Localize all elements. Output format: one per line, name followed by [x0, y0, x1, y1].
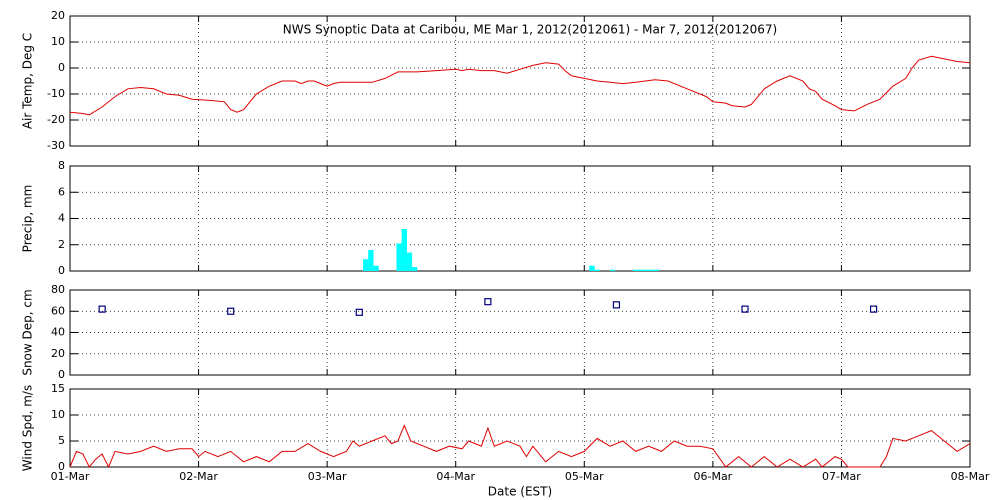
bar	[643, 269, 649, 271]
x-tick-label: 04-Mar	[436, 470, 475, 483]
panel-frame	[69, 15, 971, 147]
y-axis-label: Wind Spd, m/s	[21, 385, 35, 471]
marker	[355, 308, 363, 316]
y-tick-label: 60	[51, 304, 65, 317]
bar	[653, 269, 659, 271]
chart-title: NWS Synoptic Data at Caribou, ME Mar 1, …	[283, 23, 777, 37]
y-tick-label: 40	[51, 326, 65, 339]
y-axis-label: Snow Dep, cm	[21, 289, 35, 375]
y-tick-label: 10	[51, 408, 65, 421]
x-axis-label: Date (EST)	[488, 485, 552, 499]
y-tick-label: 0	[58, 460, 65, 473]
y-tick-label: 6	[58, 185, 65, 198]
x-tick-label: 01-Mar	[51, 470, 90, 483]
y-tick-label: -10	[47, 87, 65, 100]
panel-frame	[69, 289, 971, 376]
bar	[594, 269, 600, 271]
panel-frame	[69, 388, 971, 468]
bar	[396, 243, 402, 271]
y-tick-label: 20	[51, 9, 65, 22]
y-tick-label: 0	[58, 61, 65, 74]
data-line	[69, 55, 971, 116]
y-tick-label: 80	[51, 283, 65, 296]
bar	[373, 265, 379, 271]
bar	[609, 269, 616, 271]
panel-frame	[69, 165, 971, 272]
y-tick-label: -20	[47, 113, 65, 126]
y-tick-label: -30	[47, 139, 65, 152]
x-tick-label: 07-Mar	[822, 470, 861, 483]
bar	[411, 267, 418, 271]
y-tick-label: 0	[58, 368, 65, 381]
x-tick-label: 05-Mar	[565, 470, 604, 483]
y-tick-label: 20	[51, 347, 65, 360]
bar	[633, 269, 639, 271]
x-tick-label: 06-Mar	[693, 470, 732, 483]
bar	[363, 259, 369, 271]
bar	[589, 265, 595, 271]
y-axis-label: Precip, mm	[21, 185, 35, 253]
y-tick-label: 4	[58, 212, 65, 225]
bar	[401, 229, 407, 271]
marker	[612, 301, 621, 309]
x-tick-label: 08-Mar	[951, 470, 990, 483]
marker	[741, 305, 749, 313]
x-tick-label: 02-Mar	[179, 470, 218, 483]
x-tick-label: 03-Mar	[308, 470, 347, 483]
bar	[368, 250, 374, 271]
bar	[648, 269, 654, 271]
y-tick-label: 15	[51, 382, 65, 395]
bar	[406, 252, 413, 271]
data-line	[69, 424, 971, 469]
y-tick-label: 8	[58, 159, 65, 172]
y-axis-label: Air Temp, Deg C	[21, 33, 35, 129]
y-tick-label: 2	[58, 238, 65, 251]
marker	[98, 305, 106, 313]
y-tick-label: 0	[58, 264, 65, 277]
y-tick-label: 5	[58, 434, 65, 447]
marker	[484, 298, 492, 306]
marker	[227, 307, 235, 315]
marker	[869, 305, 878, 313]
bar	[638, 269, 644, 271]
y-tick-label: 10	[51, 35, 65, 48]
